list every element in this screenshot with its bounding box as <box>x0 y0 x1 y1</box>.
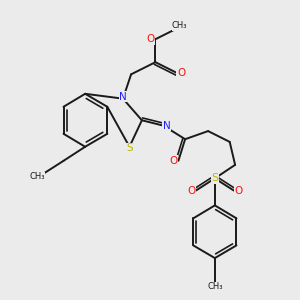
Text: N: N <box>163 121 171 131</box>
Text: CH₃: CH₃ <box>207 282 223 291</box>
Text: CH₃: CH₃ <box>172 21 188 30</box>
Text: N: N <box>119 92 127 101</box>
Text: S: S <box>211 173 218 183</box>
Text: S: S <box>126 143 133 153</box>
Text: O: O <box>146 34 154 44</box>
Text: CH₃: CH₃ <box>30 172 45 181</box>
Text: O: O <box>187 185 196 196</box>
Text: O: O <box>234 185 242 196</box>
Text: O: O <box>170 156 178 166</box>
Text: O: O <box>177 68 185 78</box>
